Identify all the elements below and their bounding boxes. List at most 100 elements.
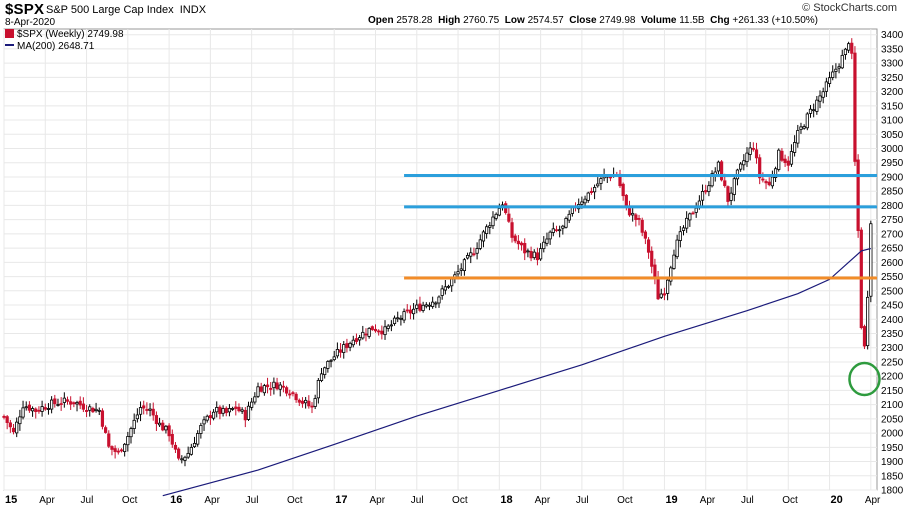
candle-body bbox=[221, 408, 225, 414]
y-tick-label: 2150 bbox=[881, 386, 904, 397]
candle-body bbox=[767, 181, 771, 186]
candle-body bbox=[91, 407, 95, 413]
candle-body bbox=[326, 361, 330, 369]
candle-body bbox=[240, 409, 244, 412]
candle-body bbox=[831, 71, 835, 78]
candle-body bbox=[678, 231, 682, 241]
close-value: 2749.98 bbox=[599, 15, 636, 26]
candle-body bbox=[300, 400, 305, 404]
candle-body bbox=[151, 408, 155, 416]
candle-body bbox=[202, 419, 206, 425]
candle-body bbox=[399, 317, 403, 320]
candle-body bbox=[180, 458, 184, 461]
volume-value: 11.5B bbox=[679, 15, 705, 26]
candle-body bbox=[488, 225, 492, 228]
candle-body bbox=[599, 178, 603, 184]
symbol: $SPX bbox=[5, 1, 45, 18]
chart-header: $SPX S&P 500 Large Cap Index INDX 8-Apr-… bbox=[0, 0, 907, 28]
candle-body bbox=[116, 450, 120, 453]
stockcharts-logo[interactable]: © StockCharts.com bbox=[802, 2, 897, 14]
candle-body bbox=[46, 408, 51, 410]
candle-body bbox=[408, 309, 413, 314]
candle-body bbox=[729, 192, 733, 201]
legend-ma-text: MA(200) 2648.71 bbox=[17, 41, 95, 52]
candle-body bbox=[27, 404, 32, 411]
candle-body bbox=[726, 186, 730, 202]
candle-body bbox=[529, 251, 533, 259]
candle-body bbox=[310, 405, 314, 408]
candle-body bbox=[824, 81, 828, 92]
y-tick-label: 1850 bbox=[881, 471, 904, 482]
y-tick-label: 2650 bbox=[881, 244, 904, 255]
candle-body bbox=[653, 264, 657, 279]
x-tick-label: Jul bbox=[411, 495, 424, 506]
y-tick-label: 1800 bbox=[881, 486, 904, 497]
candle-body bbox=[313, 398, 317, 407]
candle-body bbox=[758, 157, 762, 179]
candle-body bbox=[329, 359, 333, 362]
candle-body bbox=[177, 448, 181, 459]
candle-body bbox=[719, 161, 724, 181]
candle-body bbox=[78, 400, 82, 406]
x-tick-label: Oct bbox=[287, 495, 303, 506]
candle-body bbox=[761, 178, 765, 181]
candle-body bbox=[265, 384, 270, 388]
ma200-line bbox=[162, 247, 871, 497]
x-tick-label: Jul bbox=[246, 495, 259, 506]
candle-body bbox=[497, 208, 501, 216]
candle-body bbox=[535, 252, 540, 261]
candle-body bbox=[30, 408, 35, 412]
candle-body bbox=[97, 409, 101, 412]
candle-body bbox=[548, 231, 552, 240]
candle-body bbox=[532, 251, 536, 259]
candle-body bbox=[319, 373, 324, 381]
y-tick-label: 2350 bbox=[881, 329, 904, 340]
candle-body bbox=[94, 408, 98, 411]
exchange-text: INDX bbox=[179, 4, 207, 16]
candle-body bbox=[304, 399, 308, 404]
candle-body bbox=[148, 408, 152, 411]
candle-body bbox=[643, 231, 647, 239]
candle-body bbox=[526, 250, 530, 253]
candle-body bbox=[516, 240, 520, 245]
candle-body bbox=[37, 409, 41, 412]
candle-body bbox=[745, 152, 749, 163]
candle-body bbox=[167, 425, 171, 437]
candle-body bbox=[34, 408, 38, 412]
candle-body bbox=[465, 255, 470, 259]
candle-body bbox=[250, 401, 254, 408]
candle-body bbox=[40, 406, 44, 412]
candle-body bbox=[710, 173, 714, 187]
candle-body bbox=[62, 397, 66, 403]
candle-body bbox=[65, 399, 70, 402]
candle-body bbox=[113, 448, 117, 452]
candle-body bbox=[827, 77, 832, 84]
candle-body bbox=[443, 286, 447, 291]
x-tick-label: Oct bbox=[122, 495, 138, 506]
candle-body bbox=[475, 248, 479, 254]
candle-body bbox=[691, 212, 695, 215]
candle-body bbox=[621, 183, 625, 197]
candle-body bbox=[805, 113, 809, 129]
candle-body bbox=[659, 293, 663, 298]
candle-body bbox=[284, 387, 289, 394]
y-tick-label: 3000 bbox=[881, 144, 904, 155]
candle-body bbox=[100, 410, 105, 427]
candle-body bbox=[669, 267, 673, 282]
candle-body bbox=[694, 207, 698, 213]
y-tick-label: 2000 bbox=[881, 429, 904, 440]
candle-body bbox=[237, 406, 241, 412]
candle-body bbox=[481, 231, 486, 242]
legend-ma: MA(200) 2648.71 bbox=[5, 41, 124, 53]
high-value: 2760.75 bbox=[463, 15, 500, 26]
candle-body bbox=[558, 229, 562, 232]
x-tick-label: Apr bbox=[204, 495, 220, 506]
candle-body bbox=[21, 407, 25, 418]
x-tick-label: Oct bbox=[782, 495, 798, 506]
y-tick-label: 3350 bbox=[881, 44, 904, 55]
candle-body bbox=[157, 422, 162, 426]
candle-body bbox=[853, 52, 857, 162]
x-tick-label: 15 bbox=[5, 494, 17, 506]
candle-body bbox=[672, 254, 676, 269]
